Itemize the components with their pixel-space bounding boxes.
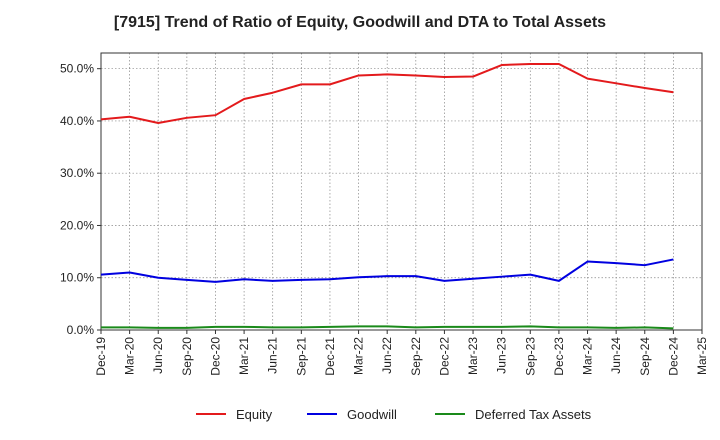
x-tick-label: Jun-24 bbox=[609, 337, 623, 374]
x-tick-label: Mar-24 bbox=[581, 337, 595, 375]
chart-title: [7915] Trend of Ratio of Equity, Goodwil… bbox=[113, 14, 607, 31]
legend-label: Equity bbox=[236, 407, 273, 422]
x-tick-label: Mar-21 bbox=[237, 337, 251, 375]
y-tick-label: 30.0% bbox=[60, 166, 94, 180]
y-tick-label: 20.0% bbox=[60, 218, 94, 232]
y-tick-label: 10.0% bbox=[60, 271, 94, 285]
x-tick-label: Mar-23 bbox=[466, 337, 480, 375]
legend-label: Goodwill bbox=[347, 407, 397, 422]
x-tick-label: Mar-22 bbox=[352, 337, 366, 375]
y-tick-label: 0.0% bbox=[67, 323, 95, 337]
series-lines bbox=[100, 62, 674, 330]
y-axis: 0.0% 10.0% 20.0% 30.0% 40.0% 50.0% bbox=[60, 62, 101, 337]
y-tick-label: 40.0% bbox=[60, 114, 94, 128]
legend-label: Deferred Tax Assets bbox=[475, 407, 592, 422]
x-tick-label: Sep-24 bbox=[638, 337, 652, 376]
series-line-equity bbox=[100, 62, 674, 125]
x-tick-label: Dec-24 bbox=[666, 337, 680, 376]
x-tick-label: Dec-20 bbox=[208, 337, 222, 376]
x-tick-label: Sep-20 bbox=[180, 337, 194, 376]
x-tick-label: Sep-22 bbox=[409, 337, 423, 376]
legend: Equity Goodwill Deferred Tax Assets bbox=[196, 407, 592, 422]
x-tick-label: Jun-21 bbox=[266, 337, 280, 374]
x-axis: Dec-19 Mar-20 Jun-20 Sep-20 Dec-20 Mar-21 Jun-… bbox=[94, 330, 709, 376]
x-tick-label: Jun-23 bbox=[495, 337, 509, 374]
series-line-deferred-tax-assets bbox=[101, 325, 674, 330]
x-tick-label: Jun-22 bbox=[380, 337, 394, 374]
x-tick-label: Jun-20 bbox=[151, 337, 165, 374]
series-line-goodwill bbox=[100, 258, 674, 283]
x-tick-label: Dec-21 bbox=[323, 337, 337, 376]
plot-area bbox=[100, 52, 703, 331]
x-tick-label: Dec-23 bbox=[552, 337, 566, 376]
x-tick-label: Mar-20 bbox=[123, 337, 137, 375]
x-tick-label: Dec-19 bbox=[94, 337, 108, 376]
y-tick-label: 50.0% bbox=[60, 62, 94, 76]
x-tick-label: Mar-25 bbox=[695, 337, 709, 375]
grid bbox=[101, 53, 702, 330]
x-tick-label: Dec-22 bbox=[437, 337, 451, 376]
x-tick-label: Sep-21 bbox=[294, 337, 308, 376]
x-tick-label: Sep-23 bbox=[523, 337, 537, 376]
